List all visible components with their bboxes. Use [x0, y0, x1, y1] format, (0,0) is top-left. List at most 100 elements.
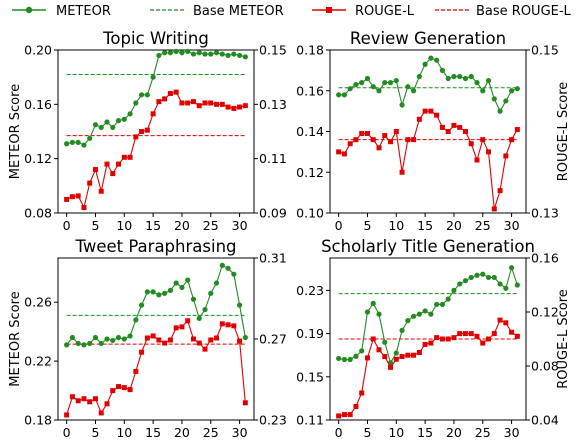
rouge-point	[202, 100, 208, 106]
panel-title: Topic Writing	[102, 29, 209, 48]
meteor-point	[185, 277, 191, 283]
rouge-point	[231, 105, 237, 111]
meteor-point	[127, 333, 133, 339]
rouge-point	[92, 396, 98, 402]
rouge-point	[405, 352, 411, 358]
rouge-point	[173, 325, 179, 331]
meteor-point	[173, 48, 179, 54]
x-tick-label: 0	[335, 218, 343, 233]
x-tick-label: 0	[63, 218, 71, 233]
meteor-point	[69, 334, 76, 341]
meteor-point	[434, 57, 440, 63]
rouge-point	[457, 124, 463, 130]
x-tick-label: 5	[91, 218, 99, 233]
rouge-point	[370, 336, 376, 342]
rouge-point	[231, 323, 237, 329]
meteor-point	[341, 92, 348, 98]
rouge-point	[121, 385, 127, 391]
meteor-point	[81, 342, 87, 348]
meteor-point	[133, 100, 139, 106]
rouge-point	[242, 400, 248, 406]
y-tick-label: 0.16	[296, 83, 324, 98]
y-axis-label: METEOR Score	[8, 84, 23, 179]
rouge-point	[64, 412, 70, 418]
rouge-point	[173, 89, 179, 95]
rouge-point	[104, 161, 110, 167]
y-tick-label: 0.26	[24, 295, 52, 310]
meteor-point	[115, 118, 122, 124]
meteor-point	[382, 339, 388, 345]
meteor-point	[370, 84, 376, 90]
rouge-point	[336, 413, 342, 419]
rouge-point	[486, 336, 492, 342]
meteor-point	[462, 75, 469, 82]
y2-tick-label: 0.31	[259, 251, 287, 266]
rouge-point	[370, 137, 376, 143]
rouge-point	[388, 364, 394, 370]
meteor-point	[416, 73, 422, 80]
rouge-point	[491, 331, 497, 337]
meteor-point	[382, 80, 388, 86]
rouge-point	[139, 349, 145, 355]
rouge-point	[81, 205, 87, 211]
meteor-point	[104, 119, 110, 125]
meteor-point	[485, 274, 492, 281]
panel-topic-writing: Topic Writing 0.08 0.12 0.16 0.20 0.09 0.11 0.1…	[8, 29, 287, 233]
meteor-point	[98, 340, 104, 347]
meteor-point	[92, 334, 99, 341]
rouge-point	[382, 354, 388, 360]
rouge-point	[242, 103, 248, 109]
x-tick-label: 15	[417, 425, 433, 440]
rouge-point	[133, 134, 139, 140]
y-tick-label: 0.22	[24, 354, 52, 369]
rouge-point	[399, 354, 405, 360]
rouge-point	[434, 112, 440, 118]
rouge-point	[185, 100, 191, 106]
rouge-point	[422, 341, 428, 347]
rouge-point	[480, 137, 486, 143]
meteor-point	[173, 280, 179, 286]
meteor-point	[179, 284, 185, 291]
meteor-series-line	[338, 57, 518, 113]
panels: Topic Writing 0.08 0.12 0.16 0.20 0.09 0.11 0.1…	[8, 29, 571, 440]
rouge-point	[208, 337, 214, 343]
meteor-point	[133, 317, 139, 323]
x-tick-label: 20	[174, 425, 190, 440]
meteor-point	[428, 55, 434, 61]
meteor-point	[434, 301, 440, 308]
rouge-point	[497, 188, 503, 194]
rouge-point	[462, 331, 468, 337]
rouge-point	[503, 153, 509, 159]
rouge-point	[139, 129, 145, 134]
rouge-point	[98, 410, 104, 416]
meteor-point	[508, 265, 515, 271]
meteor-point	[236, 302, 243, 308]
x-tick-label: 30	[232, 425, 248, 440]
rouge-point	[219, 321, 225, 327]
meteor-point	[480, 271, 486, 277]
meteor-point	[387, 80, 394, 86]
y2-axis-label: ROUGE-L Score	[556, 289, 571, 389]
x-tick-label: 20	[174, 218, 190, 233]
meteor-point	[393, 77, 399, 84]
rouge-point	[150, 333, 156, 339]
meteor-point	[445, 75, 451, 82]
meteor-point	[121, 116, 127, 122]
meteor-point	[87, 340, 93, 347]
meteor-point	[457, 73, 463, 80]
meteor-point	[359, 80, 365, 86]
legend-base-rouge-label: Base ROUGE-L	[476, 4, 572, 19]
rouge-point	[353, 404, 359, 409]
meteor-point	[64, 342, 70, 348]
meteor-point	[138, 302, 145, 308]
meteor-point	[480, 88, 486, 94]
panel-tweet-paraphrasing: Tweet Paraphrasing 0.18 0.22 0.26 0.23 0.27 0.…	[8, 237, 287, 440]
rouge-point	[474, 333, 480, 339]
meteor-point	[150, 74, 156, 80]
rouge-point	[156, 99, 162, 105]
panel-scholarly-title-generation: Scholarly Title Generation 0.11 0.15 0.19 0.…	[296, 237, 571, 440]
rouge-point	[376, 347, 382, 353]
meteor-point	[341, 356, 348, 363]
x-tick-label: 15	[145, 218, 161, 233]
rouge-point	[434, 335, 440, 341]
